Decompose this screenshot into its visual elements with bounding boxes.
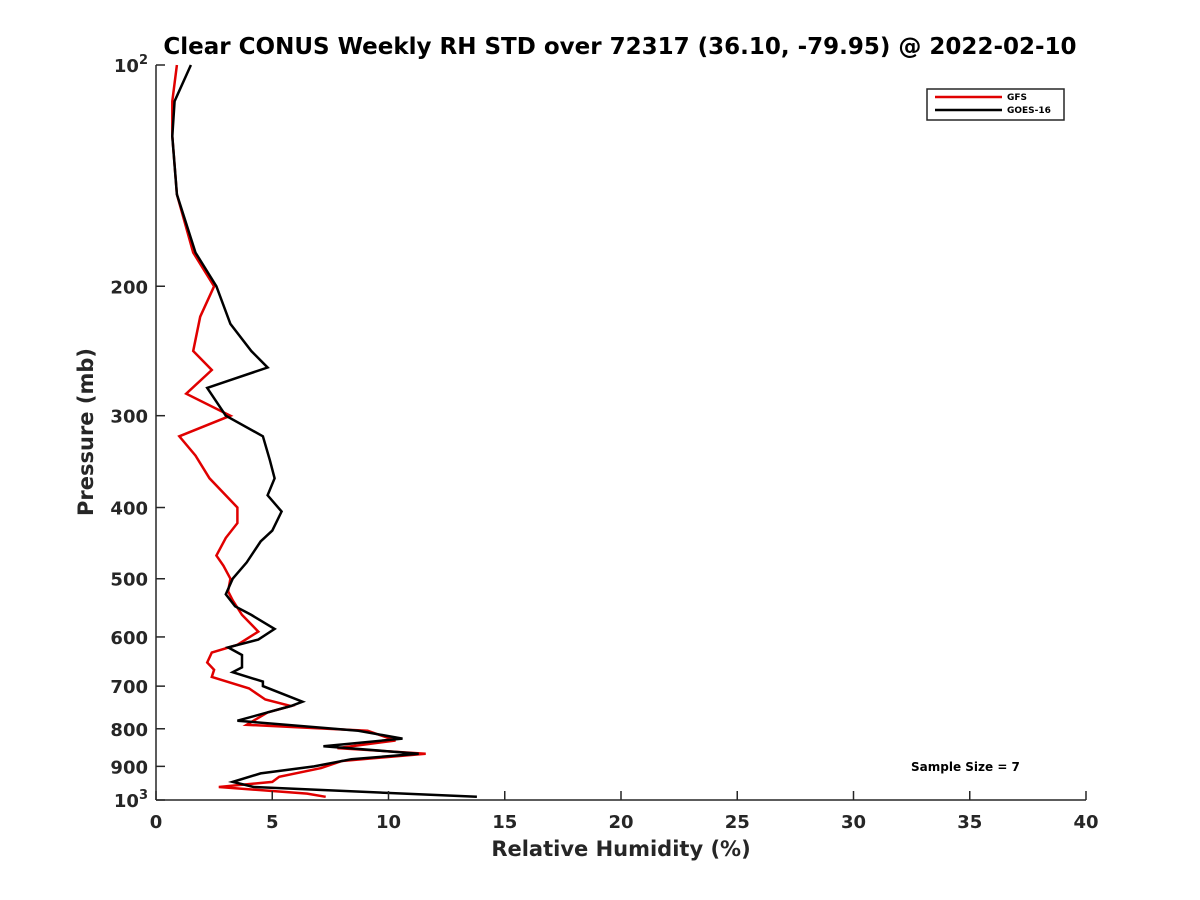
y-tick-label: 300 [110, 407, 148, 428]
y-tick-label: 600 [110, 628, 148, 649]
legend: GFS GOES-16 [926, 88, 1065, 121]
y-tick-label: 400 [110, 499, 148, 520]
x-tick-label: 40 [1073, 812, 1098, 833]
y-axis-label: Pressure (mb) [74, 348, 98, 516]
x-tick-label: 25 [725, 812, 750, 833]
x-ticks: 0 5 10 15 20 25 30 35 40 [150, 791, 1099, 833]
x-axis-label: Relative Humidity (%) [491, 837, 750, 861]
y-tick-label: 800 [110, 720, 148, 741]
legend-box [926, 88, 1065, 121]
legend-label-gfs: GFS [1007, 93, 1027, 103]
x-tick-label: 35 [957, 812, 982, 833]
x-tick-label: 0 [150, 812, 163, 833]
y-tick-label: 500 [110, 570, 148, 591]
x-tick-label: 10 [376, 812, 401, 833]
plot-area [171, 64, 477, 799]
y-tick-label: 102 [114, 53, 148, 77]
sample-size-annotation: Sample Size = 7 [911, 760, 1020, 774]
y-tick-label: 900 [110, 757, 148, 778]
x-tick-label: 30 [841, 812, 866, 833]
y-tick-label: 200 [110, 277, 148, 298]
y-tick-label: 700 [110, 677, 148, 698]
series-line-goes-16 [171, 64, 477, 799]
x-tick-label: 20 [608, 812, 633, 833]
x-tick-label: 5 [266, 812, 279, 833]
legend-label-goes16: GOES-16 [1007, 106, 1051, 116]
chart-title: Clear CONUS Weekly RH STD over 72317 (36… [163, 34, 1076, 60]
y-tick-label: 103 [114, 788, 148, 812]
y-ticks: 102 200 300 400 500 600 700 800 900 103 [110, 53, 165, 812]
x-tick-label: 15 [492, 812, 517, 833]
